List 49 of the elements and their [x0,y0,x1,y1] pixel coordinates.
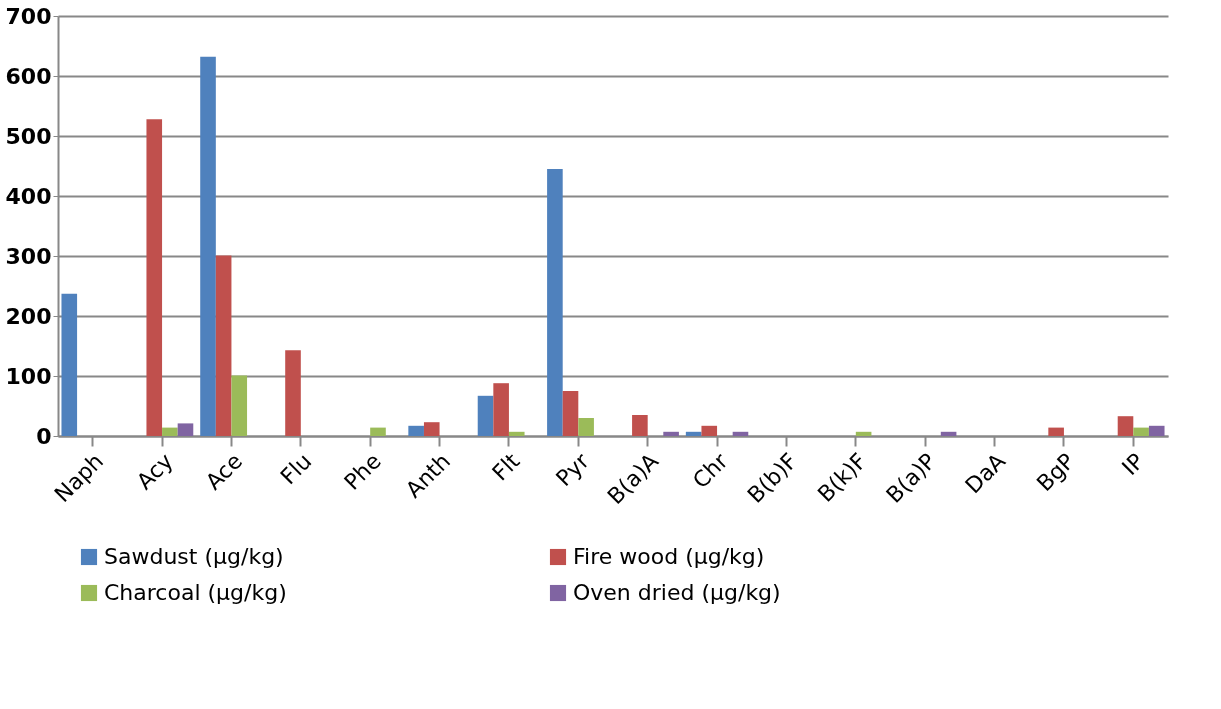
bar [408,425,424,436]
x-tick-label: Acy [131,448,178,495]
bar [285,350,301,436]
x-tick-label: Ace [200,448,247,495]
bar [146,119,163,436]
x-tick-label: Flt [487,448,525,486]
y-tick-label: 700 [5,3,52,29]
bar [1117,416,1134,436]
bar [1133,427,1149,436]
bar [508,431,525,436]
bar [547,169,563,436]
bar [562,391,579,436]
y-tick-label: 400 [5,183,52,209]
x-tick-label: Chr [687,447,734,494]
legend-label: Fire wood (µg/kg) [573,544,765,569]
bar [578,418,594,436]
bar [1148,425,1165,436]
bar [1048,427,1064,436]
bar [177,423,194,436]
x-tick-label: IP [1117,448,1149,481]
bar [701,425,718,436]
x-tick-label: Pyr [551,447,595,492]
y-tick-label: 600 [5,63,52,89]
bar [632,415,648,436]
bar [493,383,509,436]
bar [200,56,216,436]
bar [215,255,232,436]
bar [231,375,248,436]
x-tick-label: DaA [960,448,1011,499]
y-tick-label: 100 [5,363,52,389]
bar [477,395,494,436]
bar [855,431,872,436]
bar [370,427,386,436]
y-tick-label: 200 [5,303,52,329]
bar [940,431,957,436]
bar [685,431,702,436]
bar [732,431,749,436]
y-tick-label: 300 [5,243,52,269]
bar [663,431,679,436]
legend-label: Oven dried (µg/kg) [573,580,781,605]
legend-label: Sawdust (µg/kg) [104,544,284,569]
x-tick-label: Flu [275,448,317,490]
bar [423,422,440,436]
bar [61,293,78,436]
y-tick-label: 0 [36,423,52,449]
x-tick-label: Phe [339,448,386,495]
bar [162,427,178,436]
y-tick-label: 500 [5,123,52,149]
legend-label: Charcoal (µg/kg) [104,580,287,605]
